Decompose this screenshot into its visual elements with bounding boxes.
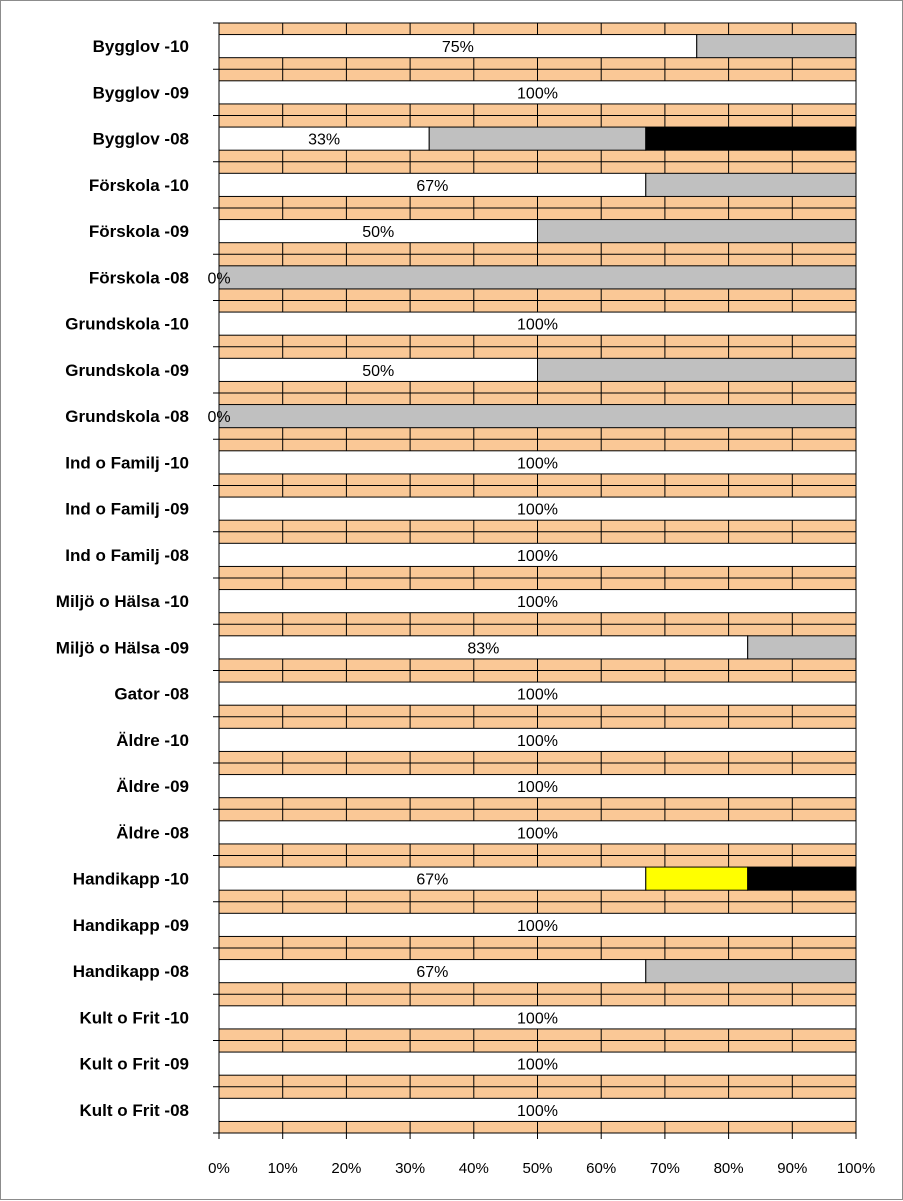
x-axis-ticks: 0% 10% 20% 30% 40% 50% 60% 70% 80% 90% 100%: [208, 22, 875, 1177]
category-label: Bygglov -10: [93, 37, 189, 56]
bar-segment: [696, 34, 857, 59]
data-label: 100%: [517, 85, 558, 102]
category-label: Förskola -08: [89, 268, 189, 287]
data-label: 83%: [467, 640, 499, 657]
x-tick-label: 10%: [268, 1160, 298, 1177]
category-label: Äldre -10: [116, 731, 189, 750]
bar-segment: [645, 959, 857, 984]
category-label: Grundskola -10: [65, 315, 189, 334]
category-label: Kult o Frit -08: [79, 1101, 189, 1120]
data-label: 100%: [517, 502, 558, 519]
x-tick-label: 70%: [650, 1160, 680, 1177]
category-label: Gator -08: [114, 685, 189, 704]
data-label: 100%: [517, 1103, 558, 1120]
data-label: 100%: [517, 455, 558, 472]
data-label: 100%: [517, 594, 558, 611]
data-labels: 75%100%33%67%50%0%100%50%0%100%100%100%1…: [207, 39, 558, 1120]
bar-segment: [218, 265, 857, 290]
data-label: 100%: [517, 317, 558, 334]
category-label: Handikapp -08: [73, 962, 189, 981]
data-label: 67%: [416, 178, 448, 195]
category-label: Ind o Familj -08: [65, 546, 189, 565]
bar-segment: [747, 866, 857, 891]
x-tick-label: 100%: [837, 1160, 875, 1177]
data-label: 100%: [517, 779, 558, 796]
category-label: Bygglov -09: [93, 83, 189, 102]
data-label: 67%: [416, 964, 448, 981]
category-label: Miljö o Hälsa -10: [56, 592, 189, 611]
data-label: 100%: [517, 548, 558, 565]
category-label: Äldre -09: [116, 777, 189, 796]
category-label: Bygglov -08: [93, 130, 189, 149]
bar-segment: [645, 126, 857, 151]
bar-segment: [747, 635, 857, 660]
category-label: Förskola -09: [89, 222, 189, 241]
data-label: 100%: [517, 918, 558, 935]
x-tick-label: 60%: [586, 1160, 616, 1177]
x-tick-label: 0%: [208, 1160, 230, 1177]
data-label: 100%: [517, 733, 558, 750]
category-label: Handikapp -09: [73, 916, 189, 935]
x-tick-label: 30%: [395, 1160, 425, 1177]
data-label: 100%: [517, 1057, 558, 1074]
data-label: 33%: [308, 132, 340, 149]
data-label: 50%: [362, 224, 394, 241]
bar-segment: [645, 172, 857, 197]
category-label: Äldre -08: [116, 823, 189, 842]
x-tick-label: 20%: [331, 1160, 361, 1177]
data-label: 100%: [517, 687, 558, 704]
category-label: Grundskola -08: [65, 407, 189, 426]
data-label: 50%: [362, 363, 394, 380]
category-label: Kult o Frit -09: [79, 1055, 189, 1074]
category-label: Ind o Familj -09: [65, 500, 189, 519]
category-label: Grundskola -09: [65, 361, 189, 380]
category-label: Miljö o Hälsa -09: [56, 638, 189, 657]
data-label: 100%: [517, 1010, 558, 1027]
x-tick-label: 40%: [459, 1160, 489, 1177]
bar-segment: [428, 126, 647, 151]
x-tick-label: 80%: [714, 1160, 744, 1177]
data-label: 100%: [517, 825, 558, 842]
bar-segment: [537, 219, 857, 244]
bar-segment: [645, 866, 749, 891]
category-label: Ind o Familj -10: [65, 453, 189, 472]
category-label: Handikapp -10: [73, 870, 189, 889]
x-tick-label: 90%: [777, 1160, 807, 1177]
data-label: 75%: [442, 39, 474, 56]
category-label: Kult o Frit -10: [79, 1008, 189, 1027]
data-label: 67%: [416, 872, 448, 889]
bars: [218, 34, 857, 1122]
x-tick-label: 50%: [522, 1160, 552, 1177]
bar-segment: [218, 404, 857, 429]
category-label: Förskola -10: [89, 176, 189, 195]
bar-segment: [537, 357, 857, 382]
category-labels: Bygglov -10 Bygglov -09 Bygglov -08 Förskol…: [56, 37, 189, 1120]
